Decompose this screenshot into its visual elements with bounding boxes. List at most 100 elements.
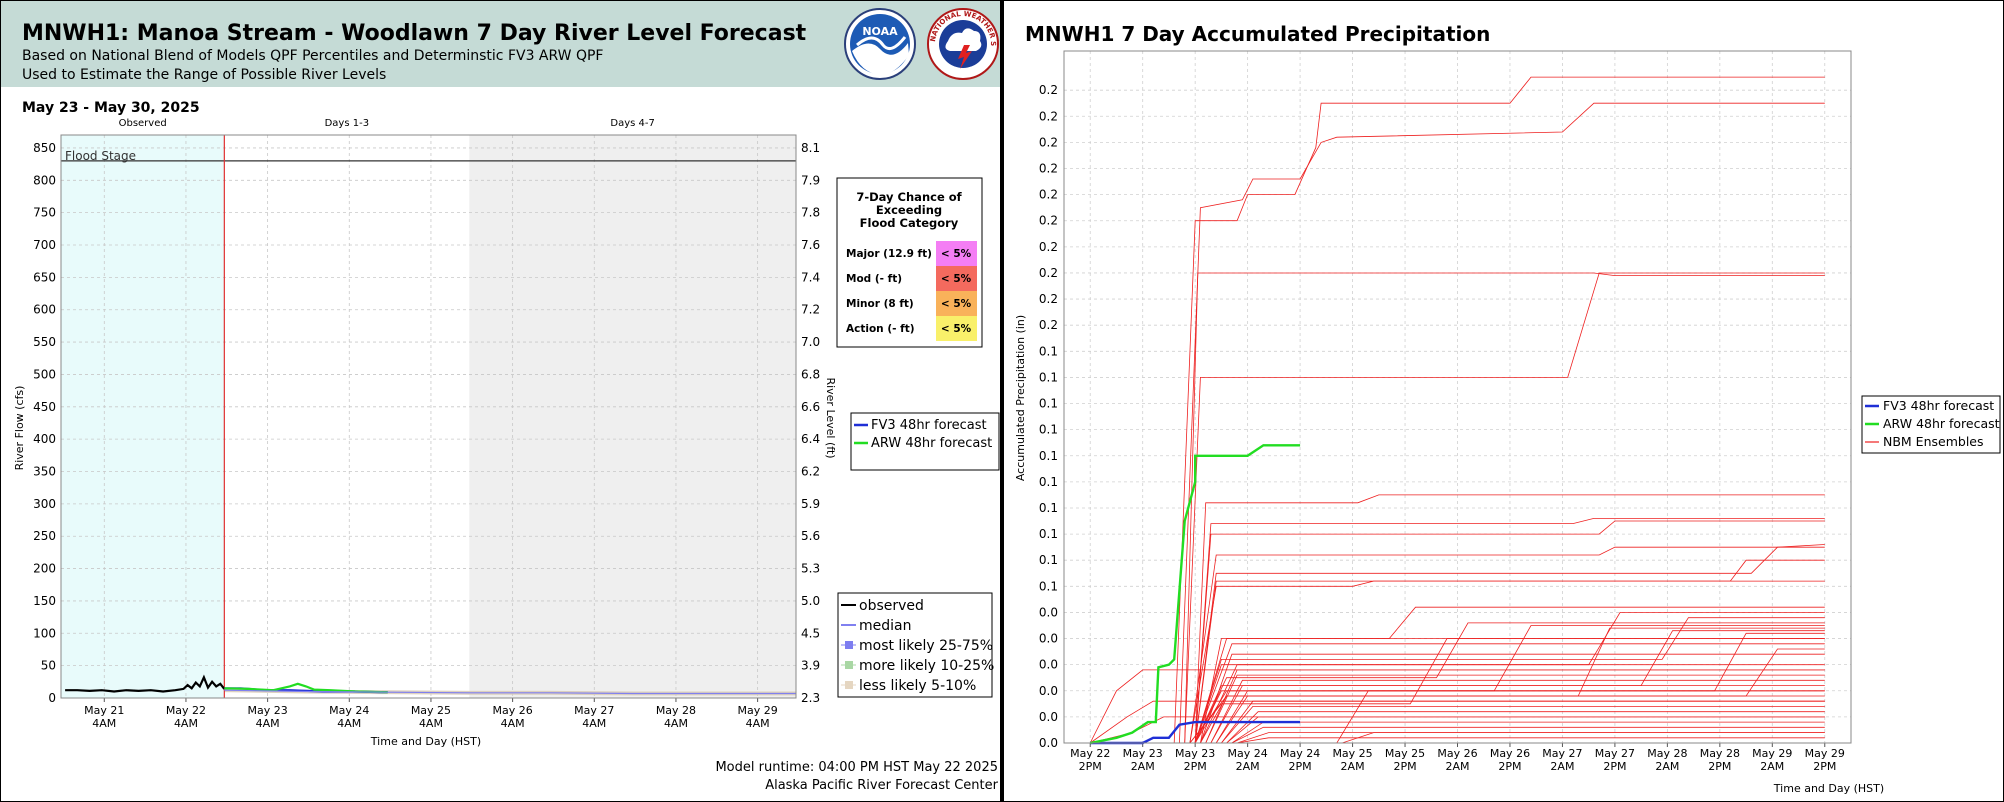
- y-tick-label: 0.2: [1039, 240, 1058, 254]
- flood-table-chance-cell: [936, 241, 977, 266]
- observed-region: [61, 135, 225, 698]
- x-tick-time: 2AM: [1760, 760, 1784, 773]
- precip-title: MNWH1 7 Day Accumulated Precipitation: [1025, 22, 1491, 46]
- x-tick-time: 2PM: [1708, 760, 1731, 773]
- y-tick-label: 400: [33, 432, 56, 446]
- y-tick-label: 300: [33, 497, 56, 511]
- x-tick-day: May 25: [1385, 747, 1425, 760]
- series-median: [224, 689, 796, 695]
- x-tick-time: 4AM: [92, 717, 116, 730]
- right-tick-label: 7.9: [801, 173, 820, 187]
- y-tick-label: 0.1: [1039, 370, 1058, 384]
- y-tick-label: 250: [33, 529, 56, 543]
- legend-item: most likely 25-75%: [859, 638, 993, 654]
- footer-center: Alaska Pacific River Forecast Center: [765, 778, 998, 793]
- y-tick-label: 0.0: [1039, 684, 1058, 698]
- x-tick-day: May 27: [574, 704, 614, 717]
- x-tick-day: May 29: [1805, 747, 1845, 760]
- x-tick-day: May 22: [166, 704, 206, 717]
- legend-item: NBM Ensembles: [1883, 434, 1984, 449]
- right-tick-label: 7.6: [801, 238, 820, 252]
- right-tick-label: 5.9: [801, 497, 820, 511]
- legend-item: ARW 48hr forecast: [871, 436, 992, 451]
- flood-table-title: Flood Category: [860, 216, 959, 230]
- precip-panel: MNWH1 7 Day Accumulated Precipitation Ti…: [1001, 0, 2004, 802]
- y-tick-label: 0.1: [1039, 553, 1058, 567]
- legend-swatch: [845, 681, 853, 689]
- probability-legend-box: [837, 592, 993, 698]
- river-level-chart: May 23 - May 30, 2025 Time and Day (HST)…: [13, 100, 1000, 748]
- x-tick-time: 4AM: [174, 717, 198, 730]
- x-tick-day: May 26: [492, 704, 532, 717]
- x-tick-day: May 29: [1752, 747, 1792, 760]
- y-tick-label: 0.1: [1039, 449, 1058, 463]
- right-tick-label: 7.8: [801, 206, 820, 220]
- y-tick-label: 850: [33, 141, 56, 155]
- river-forecast-panel: MNWH1: Manoa Stream - Woodlawn 7 Day Riv…: [0, 0, 1001, 802]
- x-tick-time: 2AM: [1131, 760, 1155, 773]
- region-label: Days 1-3: [325, 118, 369, 129]
- flood-table-chance-cell: [936, 291, 977, 316]
- x-tick-time: 4AM: [256, 717, 280, 730]
- x-tick-time: 4AM: [664, 717, 688, 730]
- river-x-axis-label: Time and Day (HST): [370, 735, 481, 748]
- legend-swatch: [845, 641, 853, 649]
- forecast-title: MNWH1: Manoa Stream - Woodlawn 7 Day Riv…: [22, 21, 807, 46]
- y-tick-label: 0.2: [1039, 135, 1058, 149]
- right-tick-label: 7.0: [801, 335, 820, 349]
- x-tick-day: May 22: [1070, 747, 1110, 760]
- x-tick-time: 2PM: [1079, 760, 1102, 773]
- x-tick-time: 2PM: [1393, 760, 1416, 773]
- flood-table-chance: < 5%: [941, 323, 972, 335]
- precip-y-axis-label: Accumulated Precipitation (in): [1014, 315, 1027, 481]
- region-label: Observed: [119, 118, 167, 129]
- x-tick-time: 4AM: [746, 717, 770, 730]
- y-tick-label: 0.1: [1039, 423, 1058, 437]
- flood-table-chance-cell: [936, 266, 977, 291]
- precip-legend-box: [1861, 395, 2001, 454]
- y-tick-label: 0.2: [1039, 266, 1058, 280]
- right-tick-label: 4.5: [801, 626, 820, 640]
- x-tick-day: May 28: [1647, 747, 1687, 760]
- y-tick-label: 0.0: [1039, 658, 1058, 672]
- y-tick-label: 0.1: [1039, 579, 1058, 593]
- x-tick-day: May 21: [84, 704, 124, 717]
- forecast-subtitle-2: Used to Estimate the Range of Possible R…: [22, 67, 387, 83]
- x-tick-time: 2AM: [1236, 760, 1260, 773]
- precip-x-axis-label: Time and Day (HST): [1773, 782, 1884, 795]
- right-tick-label: 5.3: [801, 562, 820, 576]
- right-tick-label: 6.2: [801, 465, 820, 479]
- days-4-7-region: [469, 135, 796, 698]
- forecast-legend-box: [850, 412, 1000, 471]
- y-tick-label: 800: [33, 173, 56, 187]
- x-tick-time: 2AM: [1341, 760, 1365, 773]
- right-tick-label: 7.2: [801, 303, 820, 317]
- series-arw-48hr-forecast: [1089, 444, 1301, 745]
- y-tick-label: 650: [33, 270, 56, 284]
- flood-table-category: Minor (8 ft): [846, 298, 914, 310]
- y-tick-label: 0.1: [1039, 475, 1058, 489]
- x-tick-day: May 23: [247, 704, 287, 717]
- legend-item: more likely 10-25%: [859, 658, 994, 674]
- noaa-logo-text: NOAA: [862, 25, 898, 38]
- x-tick-day: May 24: [329, 704, 369, 717]
- flood-table-chance: < 5%: [941, 248, 972, 260]
- right-tick-label: 6.8: [801, 367, 820, 381]
- x-tick-day: May 23: [1123, 747, 1163, 760]
- flood-table-chance: < 5%: [941, 273, 972, 285]
- x-tick-day: May 27: [1595, 747, 1635, 760]
- y-tick-label: 500: [33, 367, 56, 381]
- y-tick-label: 0.2: [1039, 83, 1058, 97]
- x-tick-time: 2AM: [1655, 760, 1679, 773]
- y-tick-label: 0.1: [1039, 527, 1058, 541]
- x-tick-time: 2PM: [1498, 760, 1521, 773]
- y-tick-label: 100: [33, 626, 56, 640]
- forecast-header: MNWH1: Manoa Stream - Woodlawn 7 Day Riv…: [1, 1, 1000, 87]
- x-tick-time: 4AM: [501, 717, 525, 730]
- precip-chart: Time and Day (HST) Accumulated Precipita…: [1014, 50, 2001, 795]
- y-tick-label: 0.2: [1039, 214, 1058, 228]
- footer-runtime: Model runtime: 04:00 PM HST May 22 2025: [715, 760, 998, 775]
- x-tick-time: 2PM: [1603, 760, 1626, 773]
- legend-item: FV3 48hr forecast: [1883, 398, 1994, 413]
- precip-plot-frame: [1063, 50, 1852, 744]
